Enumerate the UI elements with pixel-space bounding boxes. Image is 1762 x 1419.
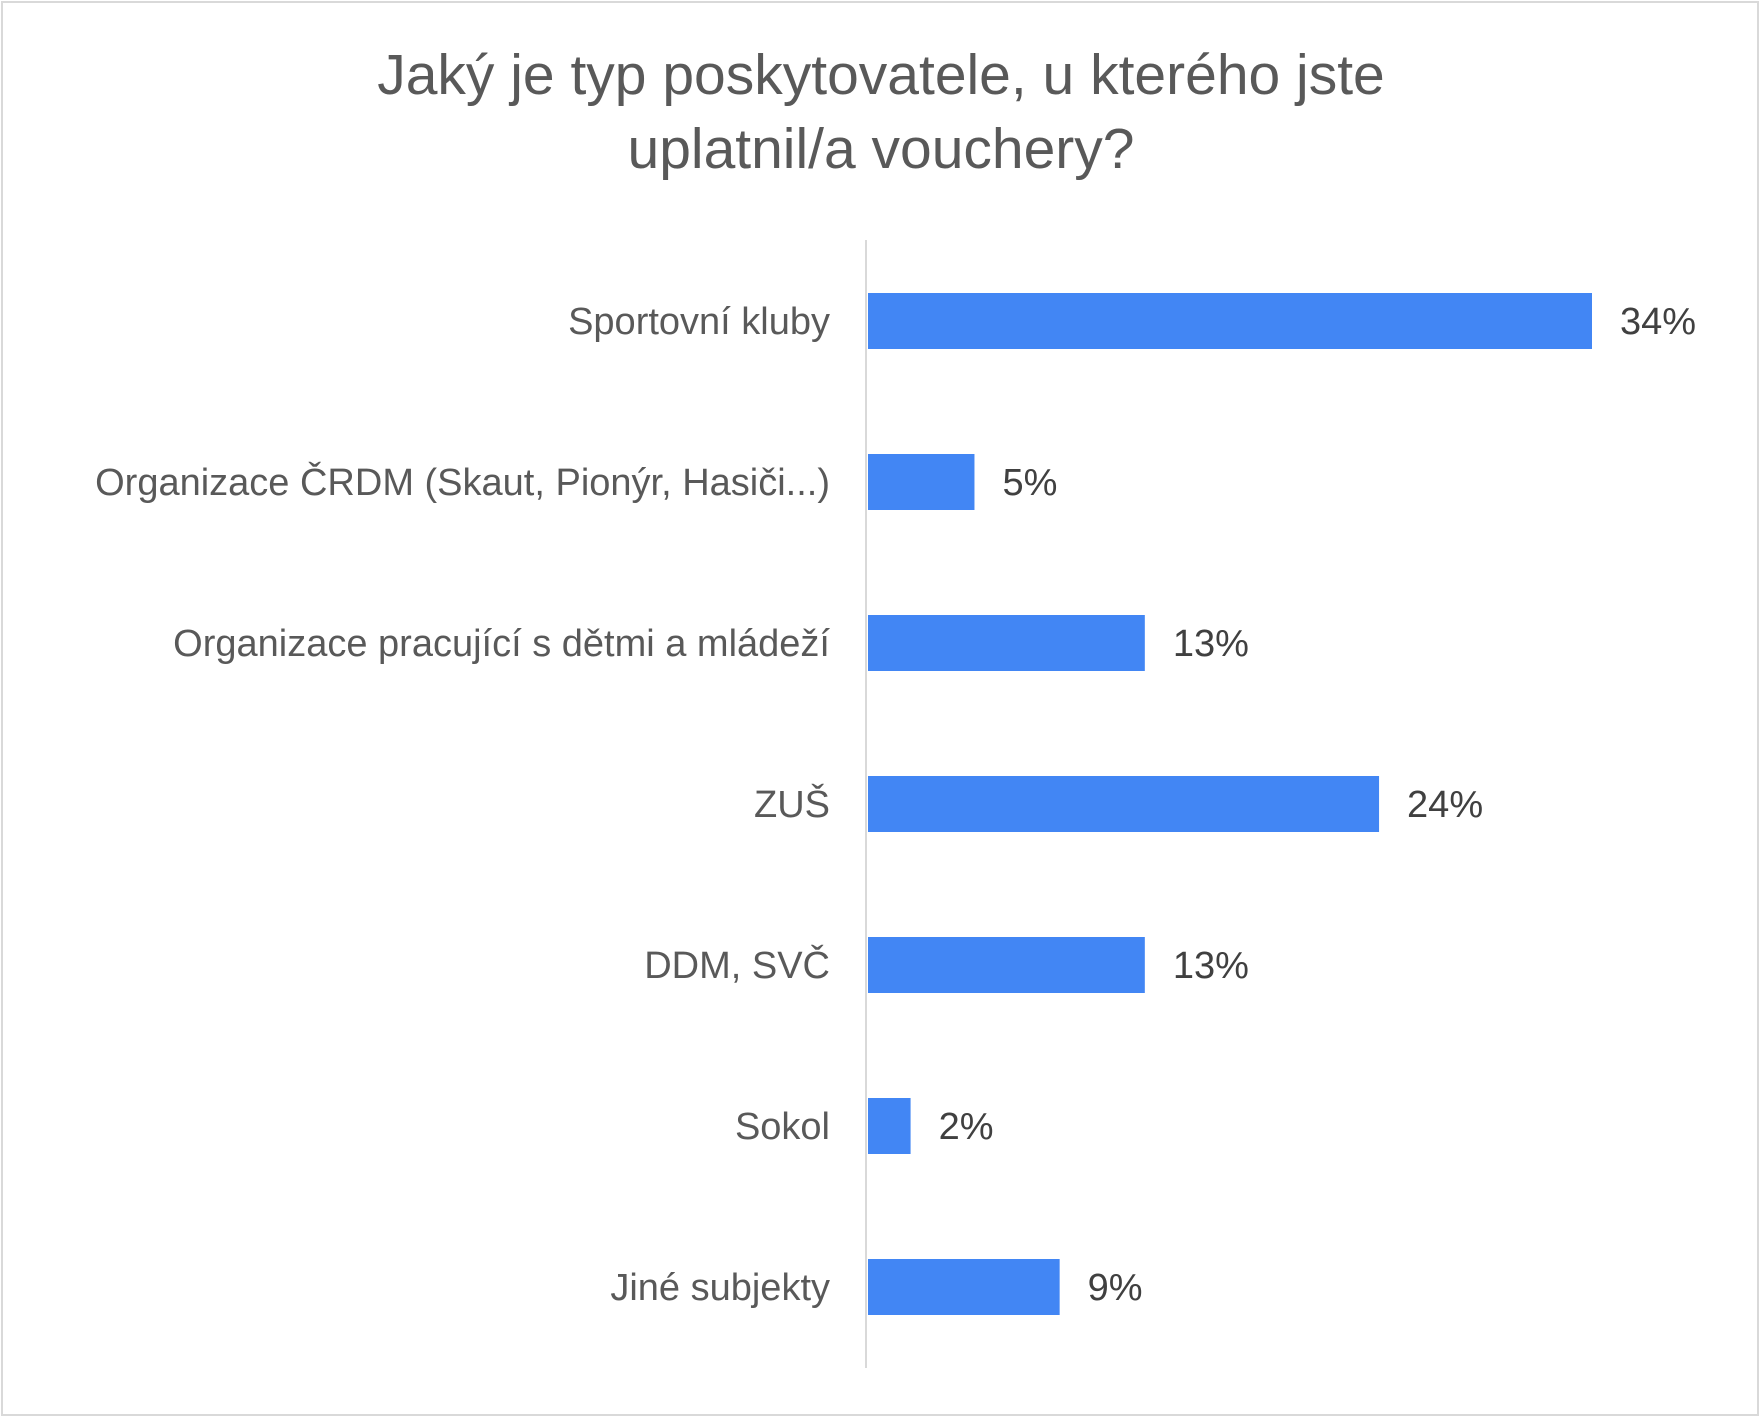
- chart-title-line-2: uplatnil/a vouchery?: [627, 117, 1135, 181]
- category-label-7: Jiné subjekty: [610, 1267, 830, 1309]
- chart-title: Jaký je typ poskytovatele, u kterého jst…: [0, 38, 1762, 186]
- bar-3: [868, 615, 1145, 671]
- value-label-1: 34%: [1620, 301, 1696, 343]
- bars-group: [868, 293, 1592, 1315]
- value-label-2: 5%: [1002, 462, 1057, 504]
- value-label-4: 24%: [1407, 784, 1483, 826]
- bar-2: [868, 454, 975, 510]
- bar-6: [868, 1098, 911, 1154]
- category-label-3: Organizace pracující s dětmi a mládeží: [173, 623, 830, 665]
- value-label-5: 13%: [1173, 945, 1249, 987]
- bar-1: [868, 293, 1592, 349]
- value-label-3: 13%: [1173, 623, 1249, 665]
- category-label-6: Sokol: [735, 1106, 830, 1148]
- chart-title-line-1: Jaký je typ poskytovatele, u kterého jst…: [377, 43, 1385, 107]
- category-label-1: Sportovní kluby: [568, 301, 830, 343]
- category-label-2: Organizace ČRDM (Skaut, Pionýr, Hasiči..…: [95, 460, 830, 504]
- bar-7: [868, 1259, 1060, 1315]
- category-labels-group: Sportovní kluby Organizace ČRDM (Skaut, P…: [95, 301, 830, 1309]
- value-label-6: 2%: [939, 1106, 994, 1148]
- value-label-7: 9%: [1088, 1267, 1143, 1309]
- category-label-4: ZUŠ: [754, 782, 830, 826]
- bar-4: [868, 776, 1380, 832]
- value-labels-group: 34% 5% 13% 24% 13% 2% 9%: [939, 301, 1696, 1309]
- category-label-5: DDM, SVČ: [644, 943, 830, 987]
- bar-5: [868, 937, 1145, 993]
